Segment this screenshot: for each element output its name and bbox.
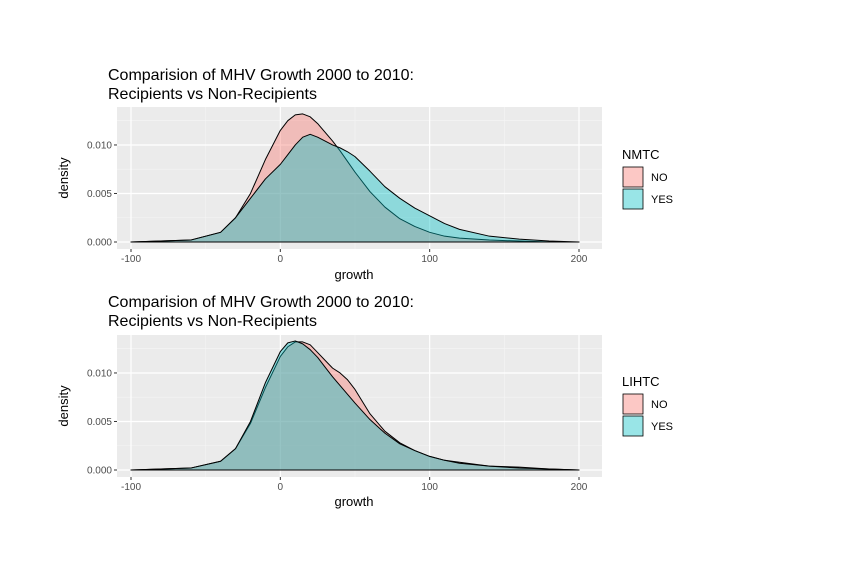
density-area-yes	[130, 340, 580, 471]
x-tick-label: -100	[121, 482, 141, 493]
legend-label-no: NO	[651, 399, 668, 411]
legend-label-yes: YES	[651, 194, 673, 206]
chart-title-line-2: Recipients vs Non-Recipients	[108, 86, 317, 103]
y-tick-label: 0.000	[87, 238, 112, 249]
chart-title-line-1: Comparision of MHV Growth 2000 to 2010:	[108, 294, 414, 311]
y-tick-label: 0.005	[87, 189, 112, 200]
x-tick-label: 100	[421, 254, 438, 265]
y-tick-label: 0.005	[87, 417, 112, 428]
legend-swatch-yes	[622, 188, 644, 210]
x-tick-label: -100	[121, 254, 141, 265]
legend-title: NMTC	[622, 147, 660, 162]
legend-swatch-yes	[622, 415, 644, 437]
y-axis-label: density	[56, 157, 71, 199]
legend-label-yes: YES	[651, 421, 673, 433]
legend-title: LIHTC	[622, 374, 660, 389]
x-tick-label: 0	[278, 482, 284, 493]
chart-title-line-2: Recipients vs Non-Recipients	[108, 313, 317, 330]
y-tick-label: 0.010	[87, 140, 112, 151]
legend-swatch-no	[622, 393, 644, 415]
y-axis-label: density	[56, 385, 71, 427]
legend-label-no: NO	[651, 172, 668, 184]
x-tick-label: 100	[421, 482, 438, 493]
y-tick-label: 0.000	[87, 466, 112, 477]
density-area-no	[130, 341, 580, 471]
y-tick-label: 0.010	[87, 368, 112, 379]
density-area-yes	[130, 133, 580, 243]
chart-title-line-1: Comparision of MHV Growth 2000 to 2010:	[108, 67, 414, 84]
x-tick-label: 200	[571, 254, 588, 265]
legend-swatch-no	[622, 166, 644, 188]
x-tick-label: 200	[571, 482, 588, 493]
x-tick-label: 0	[278, 254, 284, 265]
nmtc-density-chart: Comparision of MHV Growth 2000 to 2010: …	[56, 67, 673, 282]
plot-panel	[117, 335, 602, 477]
x-axis-label: growth	[334, 267, 373, 282]
lihtc-density-chart: Comparision of MHV Growth 2000 to 2010: …	[56, 294, 673, 509]
x-axis-label: growth	[334, 494, 373, 509]
